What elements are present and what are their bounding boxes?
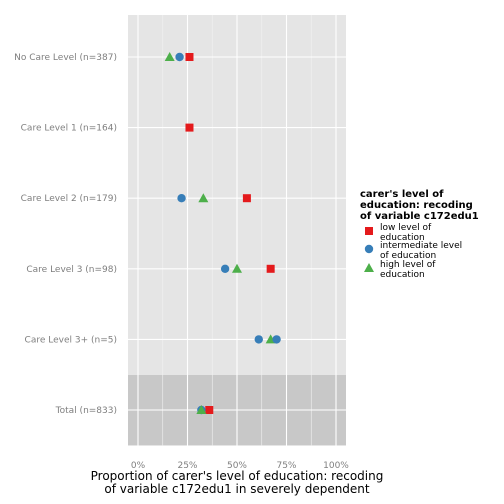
data-point-high-level-of-education bbox=[196, 405, 207, 414]
y-tick-label: Care Level 1 (n=164) bbox=[21, 124, 117, 134]
x-axis-title-line-1: Proportion of carer's level of education… bbox=[91, 469, 384, 483]
data-point-high-level-of-education bbox=[164, 52, 175, 61]
data-point-low-level-of-education bbox=[205, 406, 214, 414]
data-point-intermediate-level-of-education bbox=[254, 335, 263, 344]
data-point-high-level-of-education bbox=[198, 193, 209, 203]
data-point-low-level-of-education bbox=[242, 194, 251, 203]
legend-label-high-line-1: high level of bbox=[380, 260, 436, 270]
x-tick-label: 100% bbox=[323, 461, 349, 471]
data-point-intermediate-level-of-education bbox=[220, 264, 230, 273]
y-tick-label: Care Level 3 (n=98) bbox=[26, 265, 117, 275]
x-tick-label: 25% bbox=[177, 461, 197, 471]
legend-label-high-line-2: education bbox=[380, 270, 425, 280]
y-tick-label: Care Level 3+ (n=5) bbox=[25, 335, 117, 345]
legend-title-line-2: education: recoding bbox=[360, 200, 473, 211]
data-point-high-level-of-education bbox=[232, 263, 242, 273]
x-tick-label: 75% bbox=[276, 461, 296, 471]
legend-keys bbox=[364, 227, 374, 272]
x-axis-title: Proportion of carer's level of education… bbox=[91, 469, 384, 496]
legend-key-low-level-of-education bbox=[365, 227, 373, 235]
legend-label-intermediate-line-2: of education bbox=[380, 251, 436, 261]
legend-label-low-line-2: education bbox=[380, 233, 425, 243]
legend-title-line-3: of variable c172edu1 bbox=[360, 211, 479, 222]
x-axis-title-line-2: of variable c172edu1 in severely depende… bbox=[104, 482, 370, 496]
data-points bbox=[164, 52, 281, 415]
legend: carer's level of education: recoding of … bbox=[360, 189, 479, 280]
data-point-low-level-of-education bbox=[266, 264, 275, 273]
data-point-low-level-of-education bbox=[185, 53, 194, 61]
legend-label-low-line-1: low level of bbox=[380, 223, 432, 233]
x-tick-label: 50% bbox=[227, 461, 247, 471]
legend-key-intermediate-level-of-education bbox=[364, 244, 374, 254]
y-tick-label: Total (n=833) bbox=[55, 406, 117, 416]
data-point-low-level-of-education bbox=[185, 123, 194, 132]
x-tick-label: 0% bbox=[131, 461, 146, 471]
legend-label-intermediate-line-1: intermediate level bbox=[380, 241, 462, 251]
legend-title-line-1: carer's level of bbox=[360, 189, 444, 200]
y-tick-label: No Care Level (n=387) bbox=[14, 53, 117, 63]
data-point-intermediate-level-of-education bbox=[272, 335, 281, 344]
data-point-intermediate-level-of-education bbox=[175, 52, 184, 62]
y-tick-label: Care Level 2 (n=179) bbox=[21, 194, 117, 204]
x-tick-labels: 0% 25% 50% 75% 100% bbox=[131, 461, 349, 471]
data-point-intermediate-level-of-education bbox=[177, 194, 186, 203]
legend-key-high-level-of-education bbox=[364, 263, 374, 272]
grid-layer bbox=[128, 15, 346, 446]
y-tick-labels: No Care Level (n=387) Care Level 1 (n=164… bbox=[14, 53, 117, 416]
